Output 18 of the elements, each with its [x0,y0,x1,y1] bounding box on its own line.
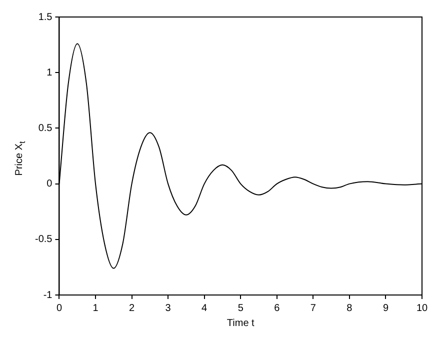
y-tick-label: -1 [43,290,53,301]
y-tick-label: 1.5 [38,12,53,23]
x-tick-label: 5 [238,302,244,314]
x-tick-label: 8 [346,302,353,314]
x-axis-title: Time t [226,318,255,329]
y-tick-label: 1 [46,67,53,78]
x-tick-label: 4 [202,302,208,314]
x-tick-label: 9 [382,302,389,314]
x-tick-label: 7 [310,302,316,314]
y-tick-label: 0.5 [38,122,53,134]
y-tick-label: -0.5 [34,234,53,246]
x-tick-label: 0 [56,302,62,314]
x-tick-label: 1 [92,302,99,314]
x-tick-label: 6 [274,302,280,314]
x-tick-label: 3 [165,302,172,314]
x-tick-label: 10 [416,302,428,314]
y-tick-label: 0 [46,178,53,190]
x-tick-label: 2 [129,302,136,314]
